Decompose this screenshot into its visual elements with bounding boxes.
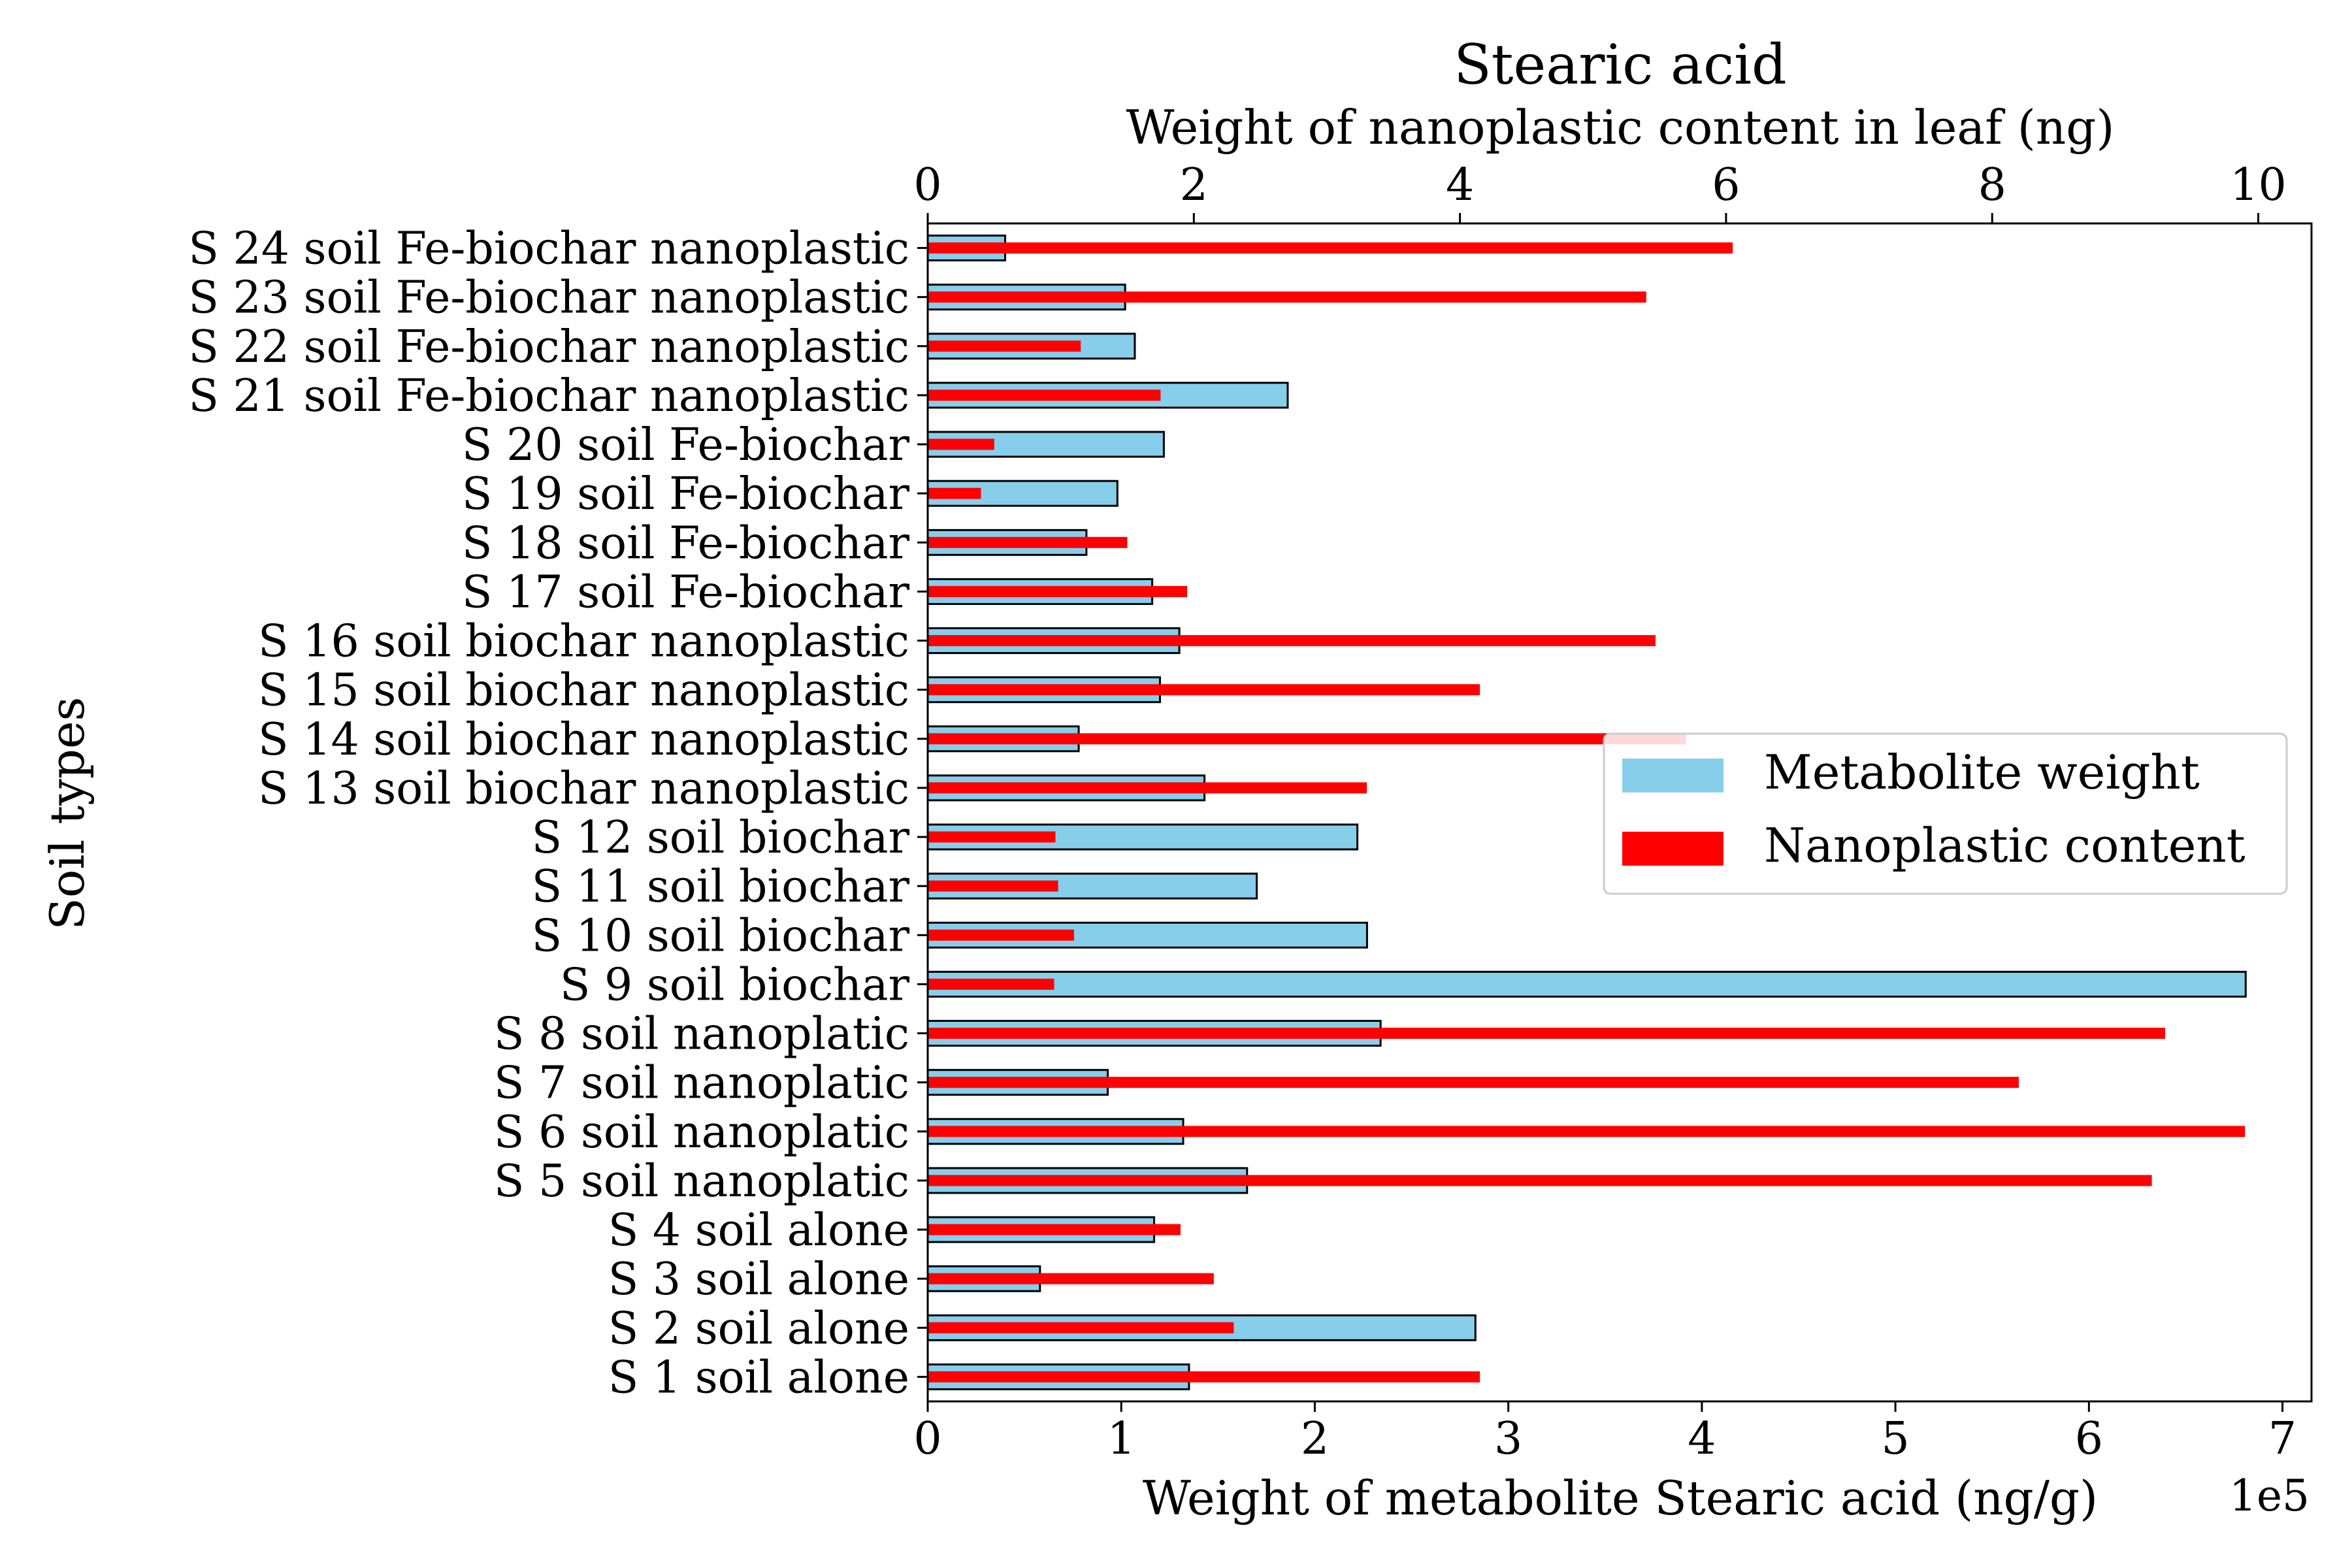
category-label: S 16 soil biochar nanoplastic	[258, 616, 909, 668]
category-label: S 6 soil nanoplatic	[494, 1107, 909, 1158]
top-tick-label: 6	[1712, 159, 1740, 211]
top-tick-label: 10	[2230, 159, 2287, 211]
nanoplastic-bar	[928, 340, 1081, 352]
bottom-tick-label: 5	[1881, 1413, 1909, 1465]
category-label: S 7 soil nanoplatic	[494, 1058, 909, 1109]
nanoplastic-bar	[928, 487, 981, 499]
legend-swatch-nanoplastic	[1622, 832, 1723, 866]
category-label: S 13 soil biochar nanoplastic	[258, 763, 909, 815]
nanoplastic-bar	[928, 831, 1056, 843]
nanoplastic-bar	[928, 291, 1646, 303]
nanoplastic-bar	[928, 684, 1480, 696]
plot-frame	[926, 222, 2313, 1403]
category-label: S 19 soil Fe-biochar	[462, 468, 910, 520]
category-label: S 4 soil alone	[608, 1205, 909, 1256]
nanoplastic-bar	[928, 1175, 2152, 1186]
metabolite-bar	[926, 970, 2247, 998]
nanoplastic-bar	[928, 389, 1161, 401]
top-tick-label: 8	[1978, 159, 2006, 211]
category-label: S 10 soil biochar	[532, 910, 910, 962]
bottom-tick-label: 0	[913, 1413, 941, 1465]
legend-box	[1603, 732, 2288, 895]
category-label: S 21 soil Fe-biochar nanoplastic	[188, 370, 909, 422]
bottom-tick-label: 3	[1494, 1413, 1522, 1465]
nanoplastic-bar	[928, 1126, 2246, 1137]
category-label: S 15 soil biochar nanoplastic	[258, 665, 909, 717]
legend-label-nanoplastic: Nanoplastic content	[1764, 818, 2246, 873]
nanoplastic-bar	[928, 536, 1128, 548]
bottom-axis-label: Weight of metabolite Stearic acid (ng/g)	[1143, 1471, 2098, 1526]
bottom-tick-label: 6	[2075, 1413, 2103, 1465]
category-label: S 20 soil Fe-biochar	[462, 419, 910, 471]
legend-swatch-metabolite	[1622, 759, 1723, 792]
nanoplastic-bar	[928, 880, 1058, 892]
nanoplastic-bar	[928, 1077, 2019, 1088]
category-label: S 5 soil nanoplatic	[494, 1156, 909, 1207]
legend: Metabolite weight Nanoplastic content	[1603, 732, 2288, 895]
category-label: S 2 soil alone	[608, 1303, 909, 1354]
category-label: S 12 soil biochar	[532, 812, 910, 864]
category-label: S 23 soil Fe-biochar nanoplastic	[188, 272, 909, 324]
category-label: S 1 soil alone	[608, 1352, 909, 1403]
nanoplastic-bar	[928, 1028, 2165, 1039]
bottom-tick-label: 4	[1688, 1413, 1716, 1465]
nanoplastic-bar	[928, 1224, 1181, 1235]
category-label: S 24 soil Fe-biochar nanoplastic	[188, 223, 909, 275]
category-label: S 8 soil nanoplatic	[494, 1009, 909, 1060]
category-label: S 17 soil Fe-biochar	[462, 566, 910, 618]
nanoplastic-bar	[928, 1273, 1214, 1284]
nanoplastic-bar	[928, 929, 1075, 941]
nanoplastic-bar	[928, 1322, 1234, 1333]
nanoplastic-bar	[928, 978, 1054, 990]
bottom-tick-label: 2	[1301, 1413, 1329, 1465]
category-label: S 14 soil biochar nanoplastic	[258, 714, 909, 766]
y-axis-label: Soil types	[40, 697, 95, 930]
nanoplastic-bar	[928, 733, 1686, 745]
legend-label-metabolite: Metabolite weight	[1764, 745, 2200, 800]
nanoplastic-bar	[928, 438, 994, 450]
category-label: S 11 soil biochar	[532, 861, 910, 913]
top-axis-label: Weight of nanoplastic content in leaf (n…	[1126, 100, 2115, 155]
bottom-tick-label: 1	[1107, 1413, 1135, 1465]
category-label: S 22 soil Fe-biochar nanoplastic	[188, 321, 909, 373]
category-label: S 9 soil biochar	[560, 959, 910, 1011]
bottom-axis-offset-text: 1e5	[2229, 1471, 2310, 1521]
chart-title: Stearic acid	[1454, 33, 1787, 97]
nanoplastic-bar	[928, 585, 1188, 597]
nanoplastic-bar	[928, 635, 1656, 647]
category-label: S 3 soil alone	[608, 1254, 909, 1305]
bars-layer	[926, 235, 2247, 1390]
nanoplastic-bar	[928, 1371, 1480, 1382]
top-tick-label: 4	[1446, 159, 1474, 211]
nanoplastic-bar	[928, 782, 1367, 794]
category-label: S 18 soil Fe-biochar	[462, 517, 910, 569]
top-tick-label: 2	[1180, 159, 1208, 211]
nanoplastic-bar	[928, 242, 1733, 254]
bottom-tick-label: 7	[2268, 1413, 2296, 1465]
top-tick-label: 0	[913, 159, 941, 211]
